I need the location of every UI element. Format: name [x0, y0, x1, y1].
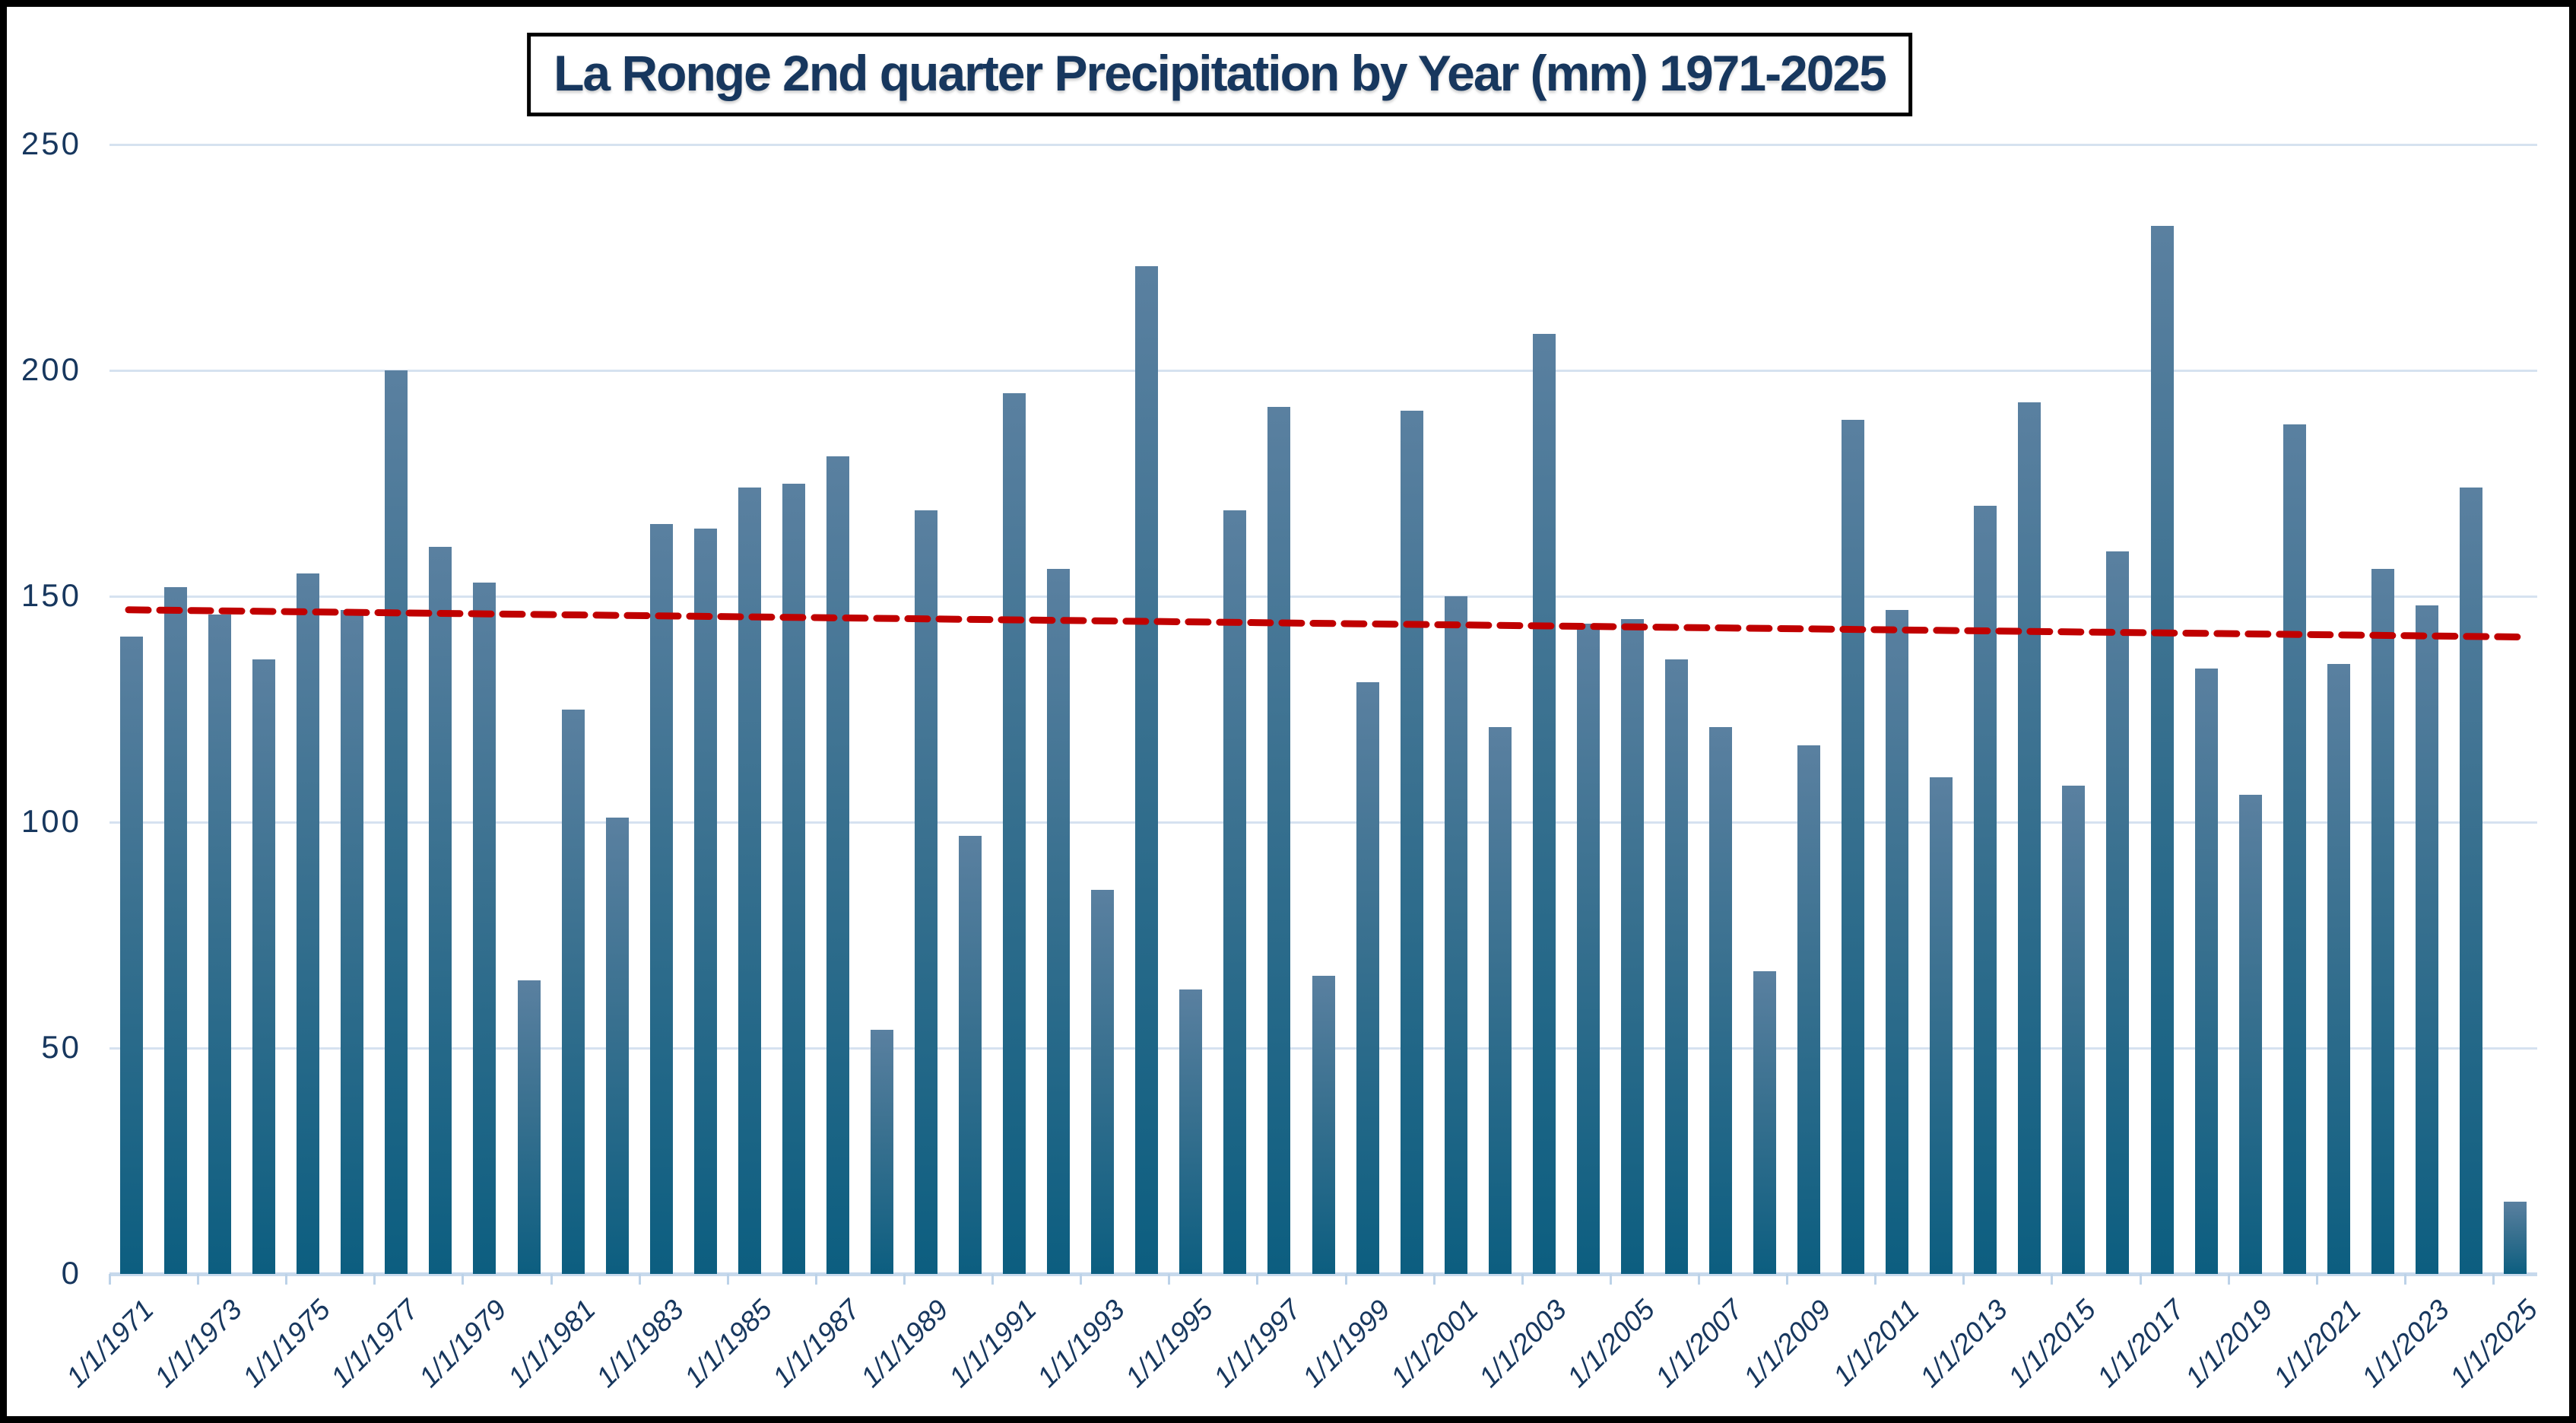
x-axis-tick [726, 1274, 729, 1285]
bar-2000 [1400, 411, 1423, 1274]
x-axis-tick [1344, 1274, 1347, 1285]
bar-2018 [2194, 669, 2218, 1274]
y-tick-label-100: 100 [21, 803, 81, 839]
x-axis-tick [2492, 1274, 2495, 1285]
bar-1973 [208, 614, 232, 1274]
y-tick-label-0: 0 [61, 1255, 81, 1291]
x-axis-tick [1168, 1274, 1171, 1285]
x-axis-tick [197, 1274, 200, 1285]
bar-1978 [429, 546, 452, 1274]
bar-2019 [2238, 795, 2262, 1274]
bar-2009 [1797, 745, 1821, 1274]
bar-1982 [605, 818, 629, 1274]
bar-1987 [826, 456, 849, 1274]
bar-1975 [297, 573, 320, 1274]
x-axis-tick [285, 1274, 288, 1285]
bar-1992 [1047, 569, 1071, 1274]
x-axis-tick [638, 1274, 641, 1285]
bar-2023 [2415, 605, 2438, 1274]
bar-1979 [473, 583, 496, 1274]
bar-2004 [1576, 623, 1600, 1274]
y-tick-label-50: 50 [41, 1029, 81, 1065]
bar-1994 [1135, 266, 1159, 1274]
x-axis-tick [1609, 1274, 1612, 1285]
x-axis-tick [814, 1274, 817, 1285]
x-axis-line [109, 1272, 2537, 1276]
x-axis-tick [1432, 1274, 1436, 1285]
x-axis-tick [2051, 1274, 2054, 1285]
gridline-150 [109, 596, 2537, 598]
bar-2010 [1842, 420, 1865, 1274]
trendline [125, 606, 2524, 640]
x-axis-tick [373, 1274, 376, 1285]
x-axis-tick [2139, 1274, 2142, 1285]
bar-1995 [1179, 989, 1203, 1274]
bar-1980 [517, 980, 541, 1274]
x-axis-tick [462, 1274, 465, 1285]
bar-1999 [1356, 681, 1379, 1274]
bar-1983 [649, 523, 673, 1274]
bar-2014 [2018, 402, 2041, 1274]
bar-2017 [2150, 225, 2174, 1274]
x-axis-tick [903, 1274, 906, 1285]
bar-1988 [870, 1030, 893, 1274]
bar-1991 [1003, 392, 1026, 1274]
bar-1989 [915, 510, 937, 1274]
bar-2025 [2503, 1201, 2527, 1274]
bar-1972 [164, 587, 188, 1274]
bar-1996 [1223, 510, 1247, 1274]
x-axis-tick [1697, 1274, 1700, 1285]
bar-2016 [2106, 551, 2130, 1274]
bar-2011 [1886, 609, 1909, 1274]
y-tick-label-150: 150 [21, 577, 81, 613]
x-axis-tick [2315, 1274, 2318, 1285]
bar-2008 [1753, 971, 1777, 1274]
x-axis-tick [1080, 1274, 1083, 1285]
bar-1984 [693, 528, 717, 1274]
gridline-200 [109, 370, 2537, 372]
chart-title-box: La Ronge 2nd quarter Precipitation by Ye… [527, 33, 1912, 116]
bar-2002 [1488, 727, 1512, 1274]
x-axis-tick [1521, 1274, 1524, 1285]
bar-1981 [561, 709, 585, 1274]
y-tick-label-250: 250 [21, 125, 81, 161]
bar-1997 [1267, 406, 1291, 1274]
gridline-250 [109, 144, 2537, 146]
bar-2024 [2459, 488, 2482, 1274]
chart-title: La Ronge 2nd quarter Precipitation by Ye… [554, 45, 1887, 101]
bar-2005 [1620, 618, 1644, 1274]
bar-1993 [1091, 890, 1115, 1274]
x-axis-tick [1786, 1274, 1789, 1285]
x-axis-tick [550, 1274, 553, 1285]
bar-1976 [341, 609, 364, 1274]
bar-1971 [120, 637, 144, 1274]
bar-1998 [1312, 975, 1335, 1274]
bar-2012 [1930, 777, 1953, 1274]
bar-2021 [2327, 664, 2350, 1274]
trendline-svg [125, 606, 2524, 640]
bar-1974 [252, 659, 276, 1274]
bar-2020 [2283, 424, 2306, 1274]
bar-2015 [2062, 786, 2086, 1274]
bar-2022 [2371, 569, 2394, 1274]
bar-2003 [1532, 334, 1556, 1274]
x-axis-tick [109, 1274, 111, 1285]
bar-1977 [385, 370, 408, 1274]
x-axis-tick [991, 1274, 995, 1285]
x-axis-tick [1962, 1274, 1965, 1285]
bar-1990 [959, 835, 982, 1274]
gridline-100 [109, 821, 2537, 824]
bar-2001 [1444, 596, 1467, 1274]
x-axis-tick [1874, 1274, 1877, 1285]
bar-2006 [1664, 659, 1688, 1274]
x-axis-tick [1256, 1274, 1259, 1285]
x-axis-tick [2227, 1274, 2230, 1285]
x-axis-tick [2403, 1274, 2406, 1285]
bar-2007 [1708, 727, 1732, 1274]
y-tick-label-200: 200 [21, 351, 81, 387]
